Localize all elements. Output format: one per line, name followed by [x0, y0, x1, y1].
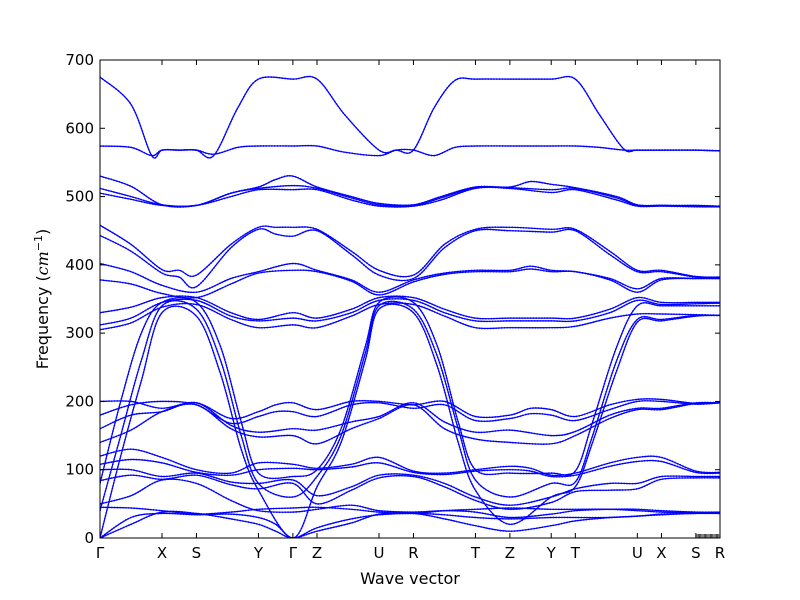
y-tick-label-700: 700: [65, 51, 94, 69]
y-tick-label-0: 0: [84, 529, 94, 547]
x-tick-label-9: Z: [505, 544, 515, 562]
x-tick-label-13: X: [656, 544, 666, 562]
band-5: [100, 186, 720, 208]
y-tick-label-300: 300: [65, 324, 94, 342]
x-tick-label-15: R: [715, 544, 725, 562]
x-tick-label-8: T: [470, 544, 481, 562]
y-tick-label-400: 400: [65, 256, 94, 274]
y-axis-title: Frequency (cm−1): [32, 229, 52, 370]
x-tick-label-10: Y: [546, 544, 557, 562]
band-27: [100, 512, 720, 538]
x-axis-title: Wave vector: [360, 569, 460, 588]
band-8: [100, 262, 720, 293]
x-tick-label-1: X: [157, 544, 167, 562]
plot-frame: [99, 59, 721, 539]
band-2: [100, 144, 720, 157]
x-tick-label-7: R: [408, 544, 418, 562]
band-23: [100, 474, 720, 510]
x-tick-label-12: U: [632, 544, 643, 562]
y-tick-label-100: 100: [65, 461, 94, 479]
bands-layer: [100, 75, 720, 538]
band-18: [100, 401, 720, 437]
y-axis-title-exponent: −1: [32, 235, 45, 251]
band-20: [100, 448, 720, 477]
band-19: [100, 402, 720, 445]
band-22: [100, 468, 720, 506]
band-13: [100, 296, 720, 484]
x-tick-label-4: Γ: [289, 544, 298, 562]
band-14: [100, 300, 720, 511]
ticks-layer: [99, 59, 721, 539]
band-4: [100, 184, 720, 208]
y-tick-label-600: 600: [65, 119, 94, 137]
y-axis-title-close: ): [33, 229, 52, 235]
x-tick-label-11: T: [570, 544, 581, 562]
y-tick-label-500: 500: [65, 188, 94, 206]
band-9: [100, 268, 720, 299]
band-11: [100, 298, 720, 326]
band-6: [100, 224, 720, 278]
band-10: [100, 295, 720, 321]
x-tick-label-0: Γ: [96, 544, 105, 562]
x-tick-label-2: S: [192, 544, 202, 562]
band-15: [100, 303, 720, 538]
x-tick-label-6: U: [374, 544, 385, 562]
x-tick-label-14: S: [691, 544, 701, 562]
band-7: [100, 228, 720, 289]
y-tick-label-200: 200: [65, 392, 94, 410]
y-tick-labels: 0 100 200 300 400 500 600 700: [65, 51, 94, 547]
x-tick-label-3: Y: [253, 544, 264, 562]
y-axis-title-text: Frequency (: [33, 275, 52, 369]
band-24: [100, 478, 720, 519]
band-21: [100, 458, 720, 478]
y-axis-title-unit: cm: [33, 251, 52, 275]
x-tick-label-5: Z: [312, 544, 322, 562]
